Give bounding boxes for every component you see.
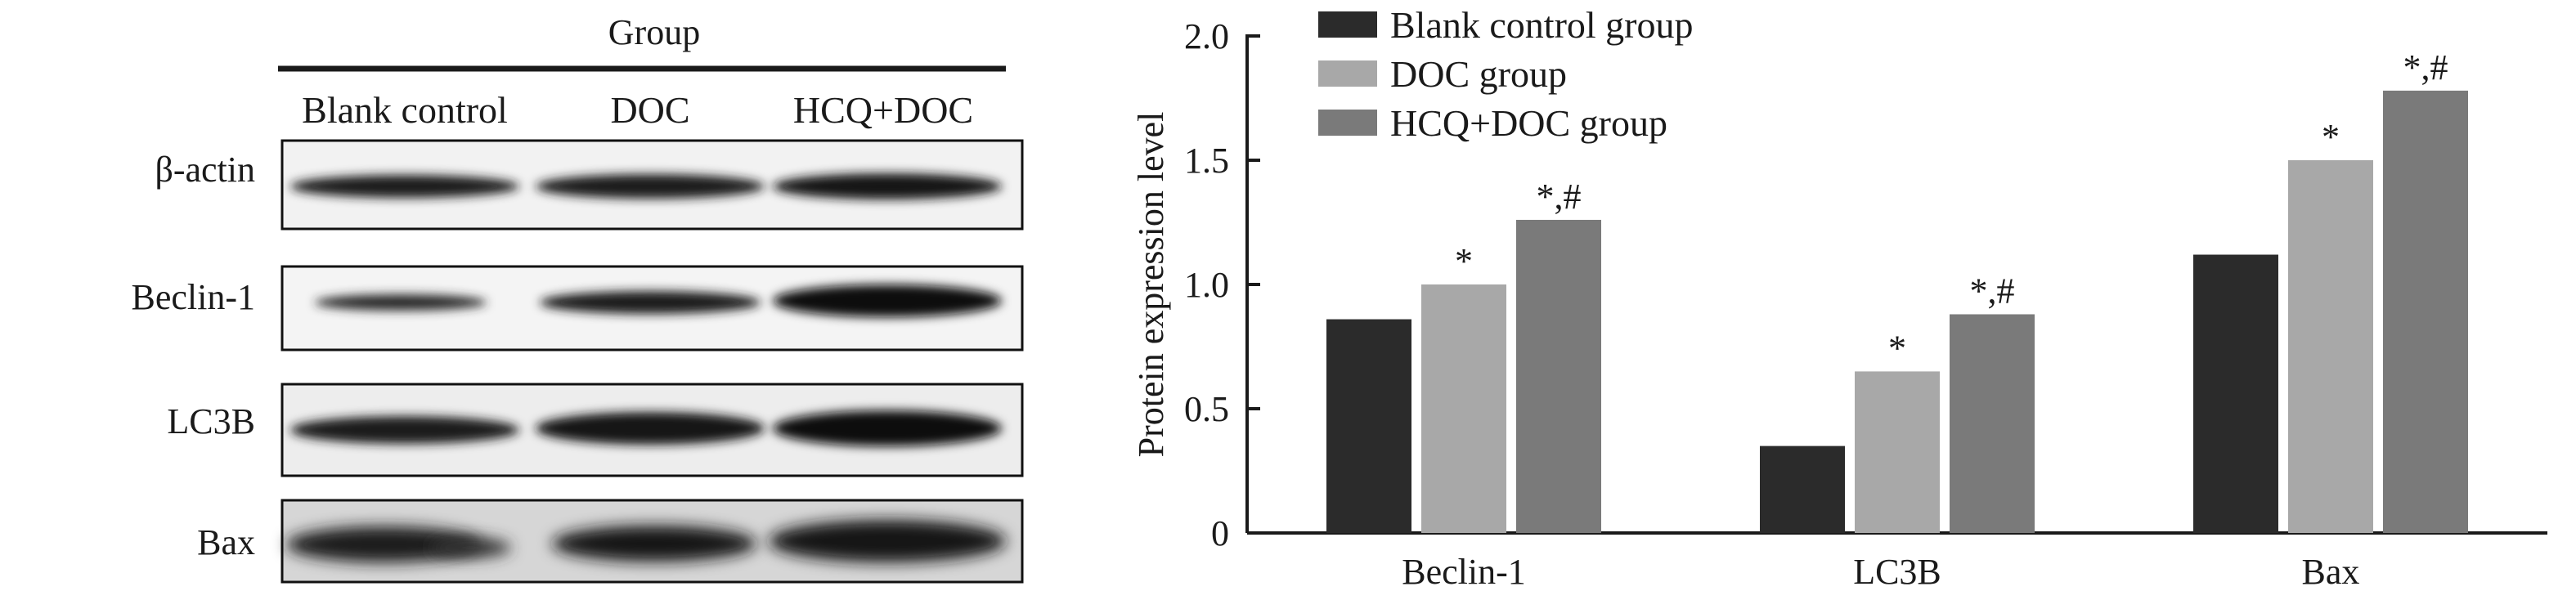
blot-strip-beclin-1 xyxy=(280,265,1024,351)
y-tick-label: 1.5 xyxy=(1184,141,1229,181)
x-tick-label: Bax xyxy=(2302,552,2360,592)
bar-lc3b-0 xyxy=(1760,446,1845,533)
band xyxy=(286,526,482,562)
bar-bax-2 xyxy=(2383,90,2468,533)
band xyxy=(536,412,765,445)
bar-annotation: * xyxy=(2322,117,2340,157)
bar-annotation: *,# xyxy=(2403,47,2448,87)
legend-label-0: Blank control group xyxy=(1390,4,1694,46)
row-label-beta-actin: β-actin xyxy=(155,150,255,190)
row-label-lc3b: LC3B xyxy=(167,401,255,441)
legend-swatch-1 xyxy=(1318,60,1377,87)
band xyxy=(290,416,519,444)
bar-bax-0 xyxy=(2193,254,2278,533)
western-blot-panel: Group Blank control DOC HCQ+DOC β-actin … xyxy=(131,12,1024,584)
band xyxy=(290,175,519,198)
blot-strip-lc3b xyxy=(280,383,1024,477)
row-label-bax: Bax xyxy=(197,522,255,562)
band xyxy=(773,410,1002,446)
column-label-hcq-doc: HCQ+DOC xyxy=(793,89,973,131)
column-label-doc: DOC xyxy=(610,89,689,131)
y-tick-label: 2.0 xyxy=(1184,16,1229,56)
bar-beclin-1-1 xyxy=(1421,284,1506,533)
legend-swatch-2 xyxy=(1318,110,1377,136)
band xyxy=(773,284,1002,317)
bar-beclin-1-2 xyxy=(1516,219,1601,533)
band xyxy=(429,538,511,557)
bar-bax-1 xyxy=(2288,160,2373,533)
bar-annotation: * xyxy=(1888,328,1906,368)
bar-lc3b-1 xyxy=(1855,371,1940,533)
band xyxy=(769,520,1006,562)
bar-lc3b-2 xyxy=(1950,314,2035,533)
x-tick-label: LC3B xyxy=(1853,552,1941,592)
band xyxy=(773,173,1002,199)
blot-strip-bax xyxy=(280,499,1024,584)
legend-label-2: HCQ+DOC group xyxy=(1390,102,1667,144)
bar-annotation: *,# xyxy=(1537,177,1582,217)
y-tick-label: 0.5 xyxy=(1184,389,1229,429)
plot-area: 0 0.5 1.0 1.5 2.0 Protein expression level * *,… xyxy=(1131,4,2547,592)
bar-chart: 0 0.5 1.0 1.5 2.0 Protein expression level * *,… xyxy=(1131,4,2547,592)
band xyxy=(540,291,761,314)
band xyxy=(315,294,487,311)
row-label-beclin-1: Beclin-1 xyxy=(131,277,255,317)
blot-strip-beta-actin xyxy=(280,139,1024,231)
group-title: Group xyxy=(608,12,700,52)
y-tick-label: 0 xyxy=(1211,513,1229,553)
x-tick-label: Beclin-1 xyxy=(1402,552,1526,592)
y-axis-label: Protein expression level xyxy=(1131,112,1171,458)
band xyxy=(552,526,756,562)
legend-label-1: DOC group xyxy=(1390,53,1567,95)
bar-annotation: *,# xyxy=(1970,271,2015,311)
bar-annotation: * xyxy=(1455,241,1473,281)
y-tick-label: 1.0 xyxy=(1184,265,1229,305)
band xyxy=(536,174,765,199)
legend-swatch-0 xyxy=(1318,11,1377,38)
bar-beclin-1-0 xyxy=(1326,319,1411,533)
column-label-blank-control: Blank control xyxy=(302,89,508,131)
